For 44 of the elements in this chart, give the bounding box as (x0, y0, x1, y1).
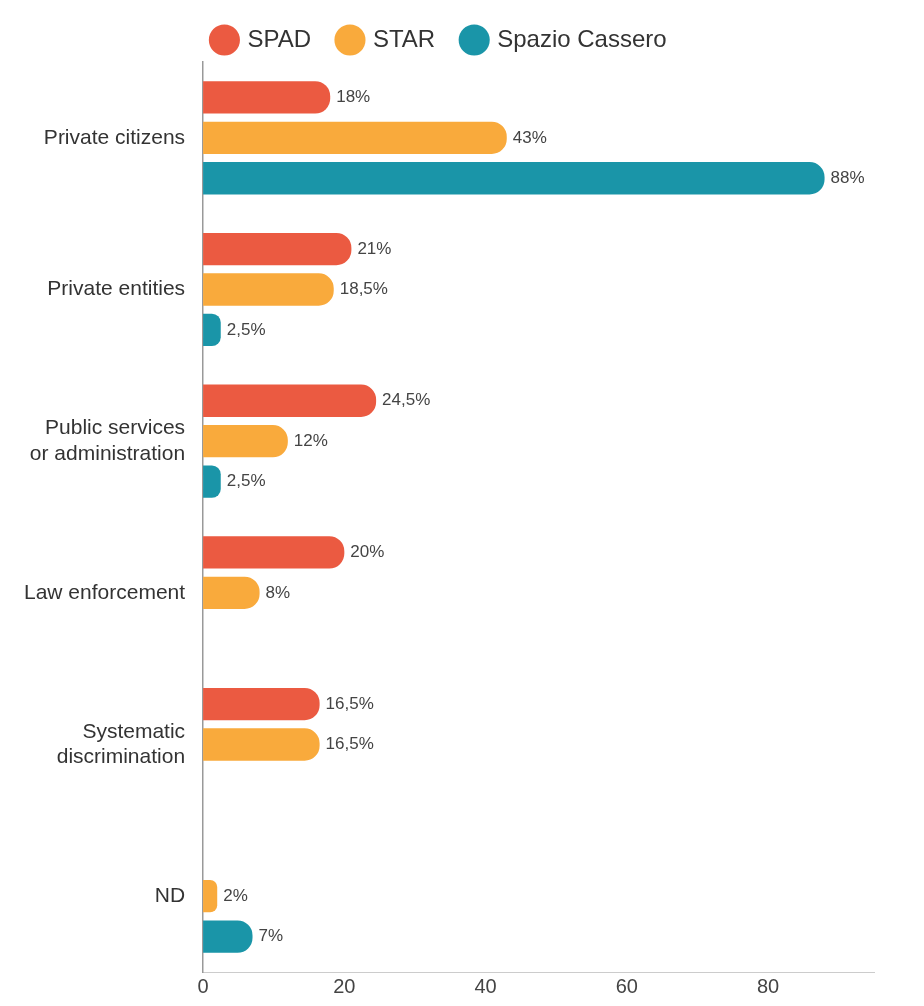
bar (203, 121, 507, 155)
legend-label: Spazio Cassero (497, 24, 667, 52)
bar (203, 879, 218, 913)
data-label: 20% (350, 542, 385, 562)
bar (203, 424, 288, 458)
data-label: 16,5% (325, 734, 374, 754)
y-tick-label: Private citizens (43, 124, 186, 148)
data-label: 43% (512, 127, 547, 147)
data-label: 8% (265, 582, 291, 602)
bar (203, 313, 221, 347)
bar (203, 162, 825, 195)
legend-label: STAR (372, 24, 436, 52)
bar (203, 576, 260, 610)
data-label: 18,5% (339, 279, 388, 299)
x-tick-label: 20 (333, 974, 356, 997)
bar (203, 232, 352, 266)
bar (203, 728, 320, 761)
y-tick-label: Law enforcement (24, 579, 186, 603)
bar (203, 273, 334, 306)
legend-label: SPAD (247, 24, 311, 52)
x-tick-label: 40 (474, 974, 497, 997)
data-label: 7% (258, 926, 284, 946)
data-label: 88% (830, 167, 865, 187)
data-label: 2,5% (226, 471, 266, 491)
data-label: 24,5% (382, 390, 431, 410)
y-tick-label: Public services or administration (29, 415, 186, 464)
bar (203, 465, 221, 498)
y-tick-label: Private entities (47, 276, 186, 300)
x-tick-label: 0 (197, 974, 209, 997)
x-tick-label: 80 (756, 974, 780, 997)
data-label: 2,5% (226, 319, 266, 339)
y-tick-label: Systematic discrimination (56, 718, 186, 767)
bar (203, 384, 377, 417)
data-label: 2% (223, 885, 248, 905)
bar (203, 920, 253, 953)
bar (203, 536, 345, 569)
data-label: 16,5% (325, 693, 374, 713)
x-tick-label: 60 (615, 974, 638, 997)
data-label: 12% (293, 430, 328, 450)
data-label: 21% (357, 238, 392, 258)
bar (203, 687, 320, 721)
bar (203, 81, 331, 114)
data-label: 18% (336, 87, 371, 107)
y-tick-label: ND (154, 882, 186, 906)
